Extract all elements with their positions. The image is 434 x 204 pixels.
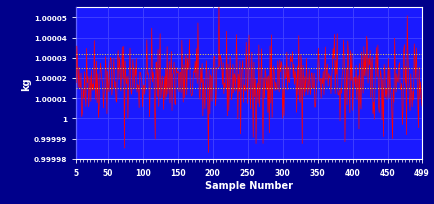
X-axis label: Sample Number: Sample Number — [204, 180, 293, 190]
Y-axis label: kg: kg — [21, 77, 31, 90]
